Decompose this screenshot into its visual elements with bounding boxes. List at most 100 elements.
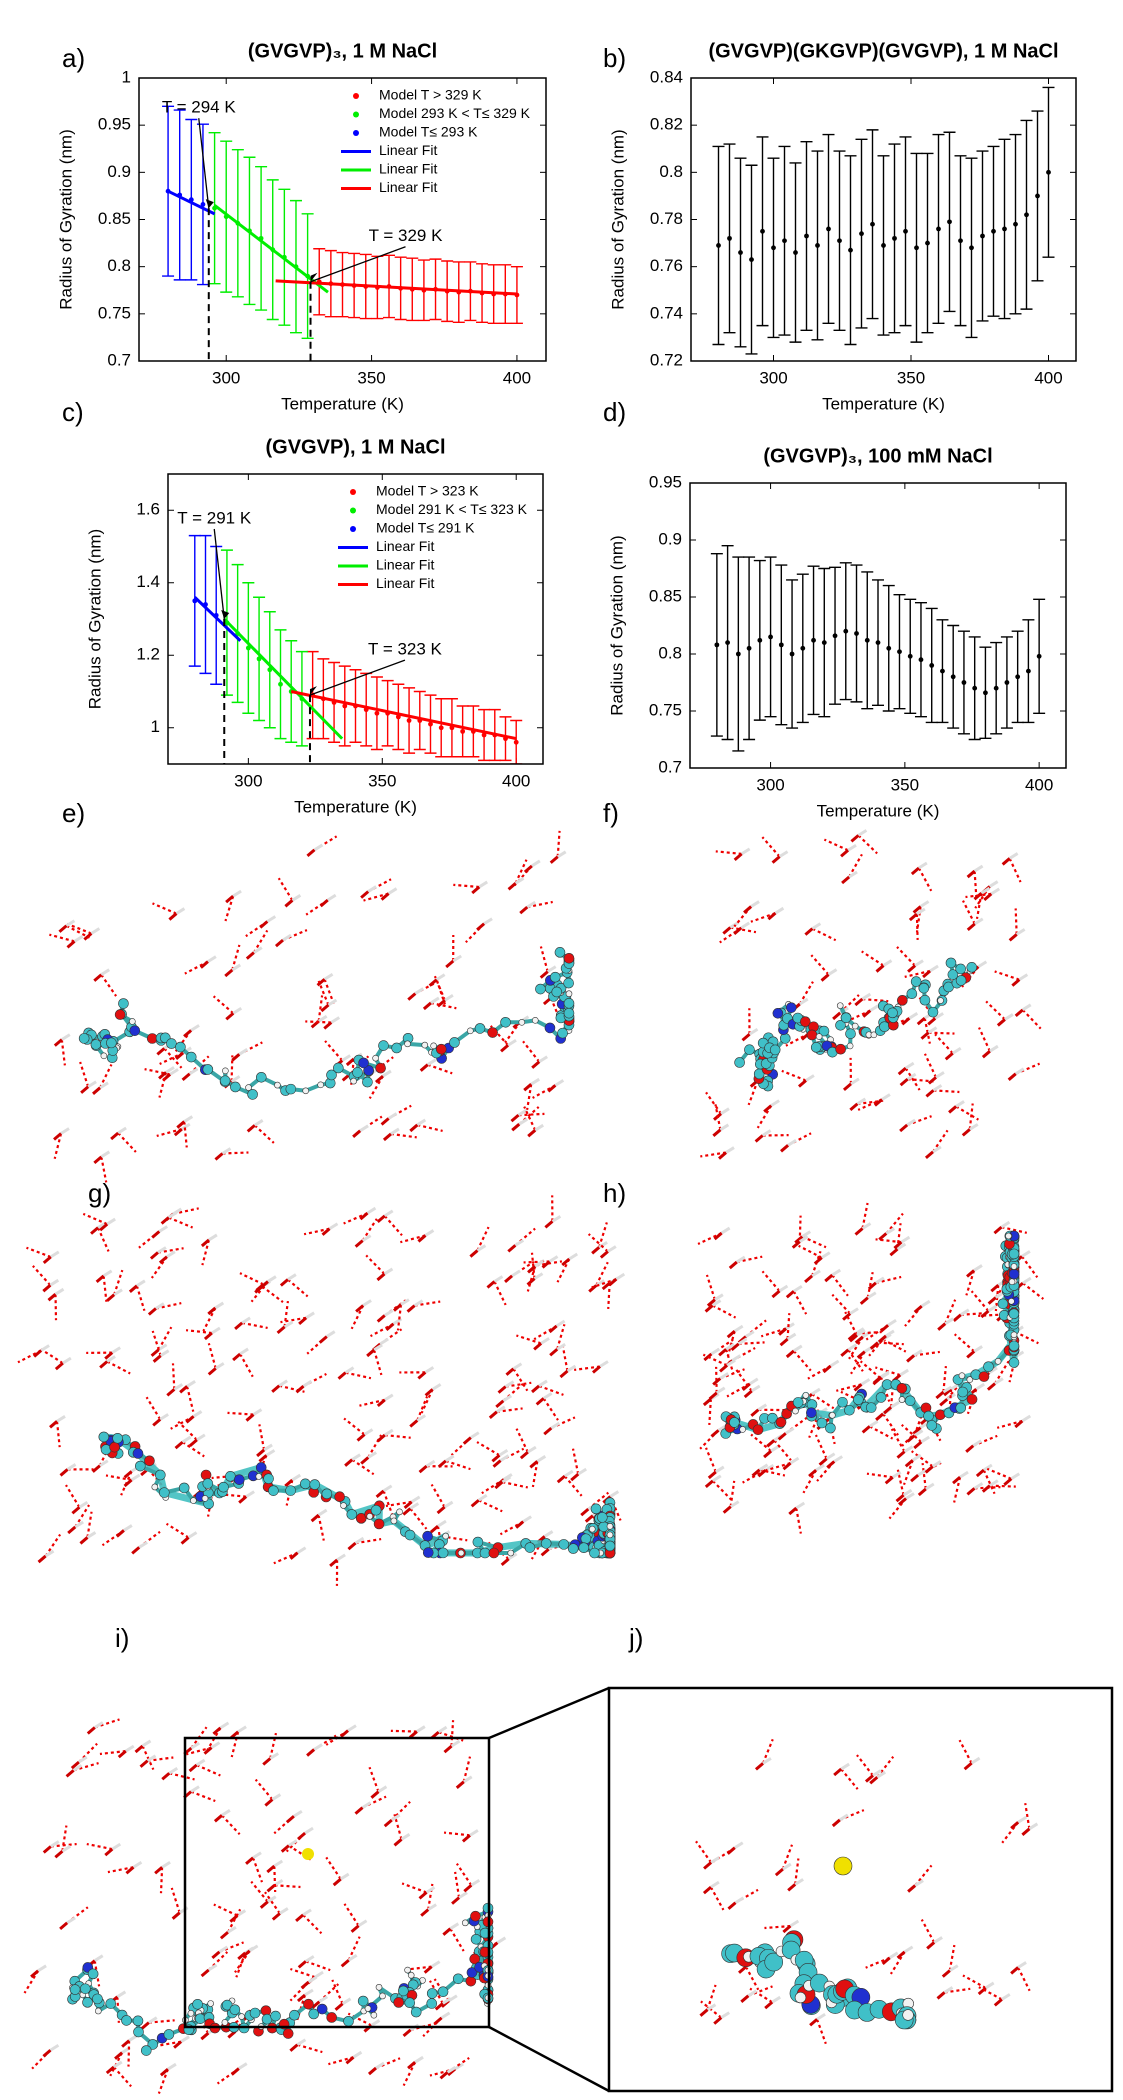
atom [203,1064,213,1074]
atom [333,1063,343,1073]
atom [816,1034,822,1040]
atom [427,1988,437,1998]
data-point [914,245,919,250]
atom [853,1395,863,1405]
x-tick-label: 400 [1025,775,1053,794]
atom [391,1518,397,1524]
atom [924,1411,934,1421]
atom [780,1033,790,1043]
legend-label: Linear Fit [376,557,434,573]
atom [246,1085,252,1091]
legend-label: Linear Fit [376,575,434,591]
atom [564,1008,574,1018]
atom [130,1026,140,1036]
data-point [749,257,754,262]
atom [179,1483,189,1493]
atom [408,1972,414,1978]
atom [559,1539,569,1549]
data-point [919,657,924,662]
atom [303,1088,309,1094]
atom [879,1022,889,1032]
legend-label: Linear Fit [379,161,437,177]
data-point [760,229,765,234]
atom [220,1076,230,1086]
atom [144,1456,154,1466]
annotation: T = 291 K [177,508,252,527]
data-point [725,640,730,645]
atom [379,1041,389,1051]
atom [317,2004,327,2014]
atom [806,1408,816,1418]
atom [488,1028,498,1038]
atom [501,1017,511,1027]
atom [532,1017,538,1023]
data-point [940,669,945,674]
atom [995,1358,1001,1364]
atom [190,1498,196,1504]
atom [475,1023,485,1033]
atom [271,2011,281,2021]
atom [318,1082,324,1088]
legend-label: Model 291 K < T≤ 323 K [376,501,528,517]
y-tick-label: 0.72 [650,350,683,369]
data-point [1024,212,1029,217]
atom [773,1008,783,1018]
atom [222,2019,228,2025]
data-point [908,654,913,659]
atom [438,1548,448,1558]
y-tick-label: 1 [122,67,131,86]
panel-label: j) [628,1623,643,1653]
atom [1009,1341,1019,1351]
atom [803,1392,809,1398]
atom [899,1397,905,1403]
legend-label: Linear Fit [379,142,437,158]
atom [837,1003,843,1009]
panel-label: a) [62,43,85,73]
panel-label: h) [603,1178,626,1208]
atom [300,1479,310,1489]
chart-title: (GVGVP), 1 M NaCl [265,436,445,458]
atom [256,1473,262,1479]
atom [729,1417,739,1427]
data-point [1015,674,1020,679]
panel-label: f) [603,798,619,828]
panel-label: e) [62,798,85,828]
data-point [892,236,897,241]
legend-label: Model T > 329 K [379,87,482,103]
atom [256,1072,266,1082]
atom [83,1997,93,2007]
chart-title: (GVGVP)(GKGVP)(GVGVP), 1 M NaCl [708,40,1058,62]
legend-marker [350,526,356,532]
atom [264,1474,274,1484]
y-tick-label: 0.9 [107,162,131,181]
atom [423,1531,433,1541]
data-point [1013,222,1018,227]
data-point [958,238,963,243]
atom [234,1475,244,1485]
data-point [407,718,412,723]
data-point [848,248,853,253]
x-tick-label: 400 [502,771,530,790]
data-point [793,250,798,255]
atom [967,1394,977,1404]
atom [811,1042,821,1052]
atom [467,1028,473,1034]
legend-marker [353,112,359,118]
atom [289,2010,299,2020]
atom [362,1077,372,1087]
atom [208,2001,214,2007]
atom [222,1068,228,1074]
atom [230,2005,240,2015]
atom [286,1486,296,1496]
atom [581,1534,591,1544]
data-point [903,229,908,234]
y-axis-label: Radius of Gyration (nm) [607,535,626,715]
atom [347,1509,357,1519]
atom [248,1089,258,1099]
y-tick-label: 0.7 [107,350,131,369]
data-point [771,245,776,250]
data-point [514,740,519,745]
y-tick-label: 0.7 [658,757,682,776]
data-point [738,250,743,255]
data-point [278,682,283,687]
